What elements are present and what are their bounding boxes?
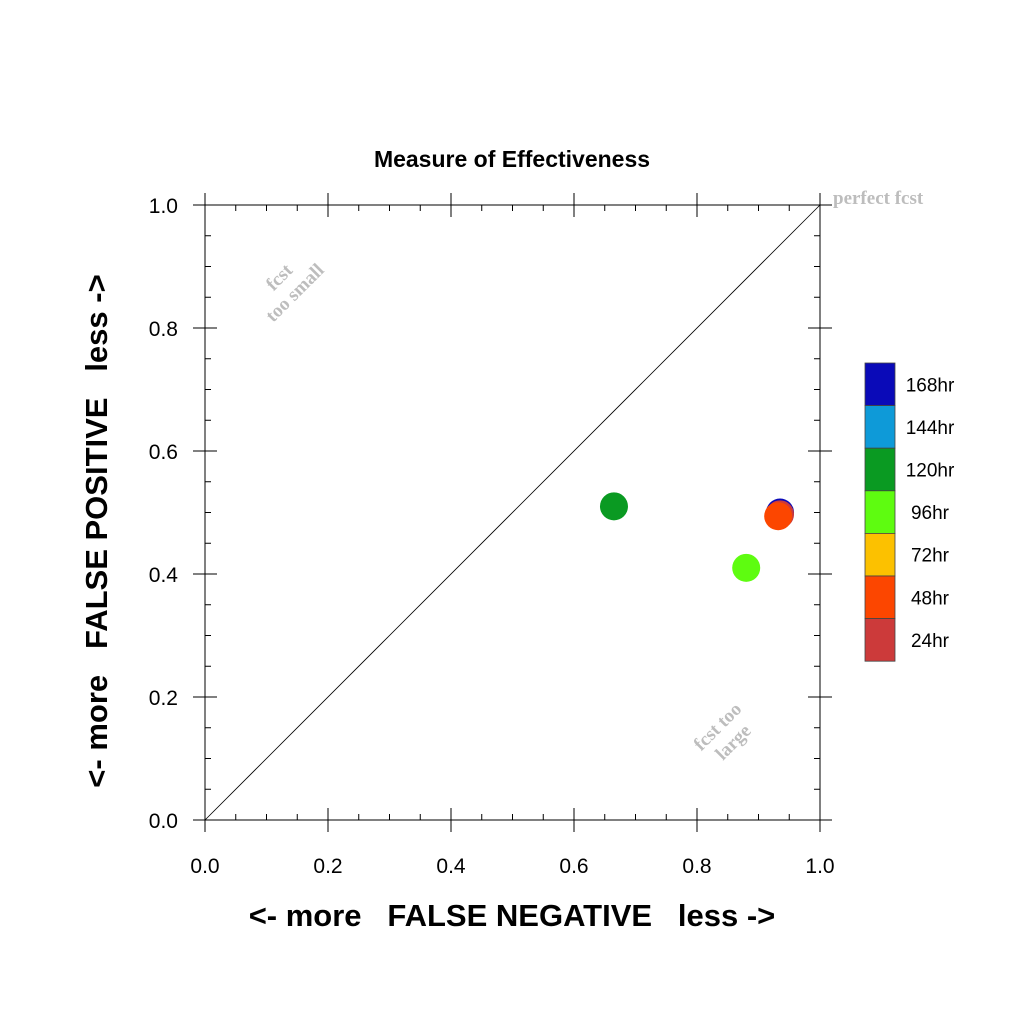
chart-title: Measure of Effectiveness: [374, 146, 650, 172]
annotation-too-large: fcst too large: [690, 699, 756, 765]
x-tick-label: 1.0: [805, 855, 834, 878]
y-tick-label: 0.0: [149, 810, 178, 833]
data-points: [599, 492, 795, 582]
legend-swatch-168hr: [864, 362, 896, 406]
legend-label: 168hr: [906, 375, 955, 396]
y-tick-label: 0.6: [149, 441, 178, 464]
annotation-too-small: fcst too small: [262, 260, 329, 327]
x-tick-label: 0.6: [559, 855, 588, 878]
legend-swatch-120hr: [864, 447, 896, 492]
data-point-96hr: [732, 553, 761, 582]
y-tick-label: 1.0: [149, 195, 178, 218]
y-tick-label: 0.8: [149, 318, 178, 341]
legend-label: 144hr: [906, 418, 955, 439]
legend-swatch-96hr: [864, 490, 896, 534]
x-tick-label: 0.2: [313, 855, 342, 878]
plot-area: 0.0 0.2 0.4 0.6 0.8 1.0 0.0 0.2 0.4 0.6 0.8 1.0: [149, 193, 835, 878]
legend-label: 48hr: [911, 588, 950, 609]
legend-label: 96hr: [911, 503, 950, 524]
legend-label: 120hr: [906, 461, 955, 482]
x-tick-label: 0.8: [682, 855, 711, 878]
x-tick-label: 0.0: [190, 855, 219, 878]
legend-swatch-144hr: [864, 405, 896, 449]
legend-label: 72hr: [911, 546, 950, 567]
legend-swatch-48hr: [864, 575, 896, 619]
y-tick-label: 0.4: [149, 564, 179, 587]
legend-swatch-24hr: [864, 618, 896, 662]
y-axis-label: <- more FALSE POSITIVE less ->: [79, 274, 114, 787]
perfect-forecast-diagonal: [204, 204, 821, 821]
axis-ticks: [193, 193, 832, 832]
x-tick-labels: 0.0 0.2 0.4 0.6 0.8 1.0: [190, 855, 834, 878]
data-point-120hr: [599, 492, 628, 521]
annotation-perfect-fcst: perfect fcst: [833, 188, 924, 209]
legend: 168hr 144hr 120hr 96hr 72hr 48hr 24hr: [864, 362, 955, 662]
legend-swatch-72hr: [864, 533, 896, 577]
y-tick-labels: 0.0 0.2 0.4 0.6 0.8 1.0: [149, 195, 179, 833]
y-tick-label: 0.2: [149, 687, 178, 710]
data-point-48hr: [764, 502, 793, 531]
legend-label: 24hr: [911, 631, 950, 652]
x-axis-label: <- more FALSE NEGATIVE less ->: [249, 898, 776, 933]
x-tick-label: 0.4: [436, 855, 466, 878]
